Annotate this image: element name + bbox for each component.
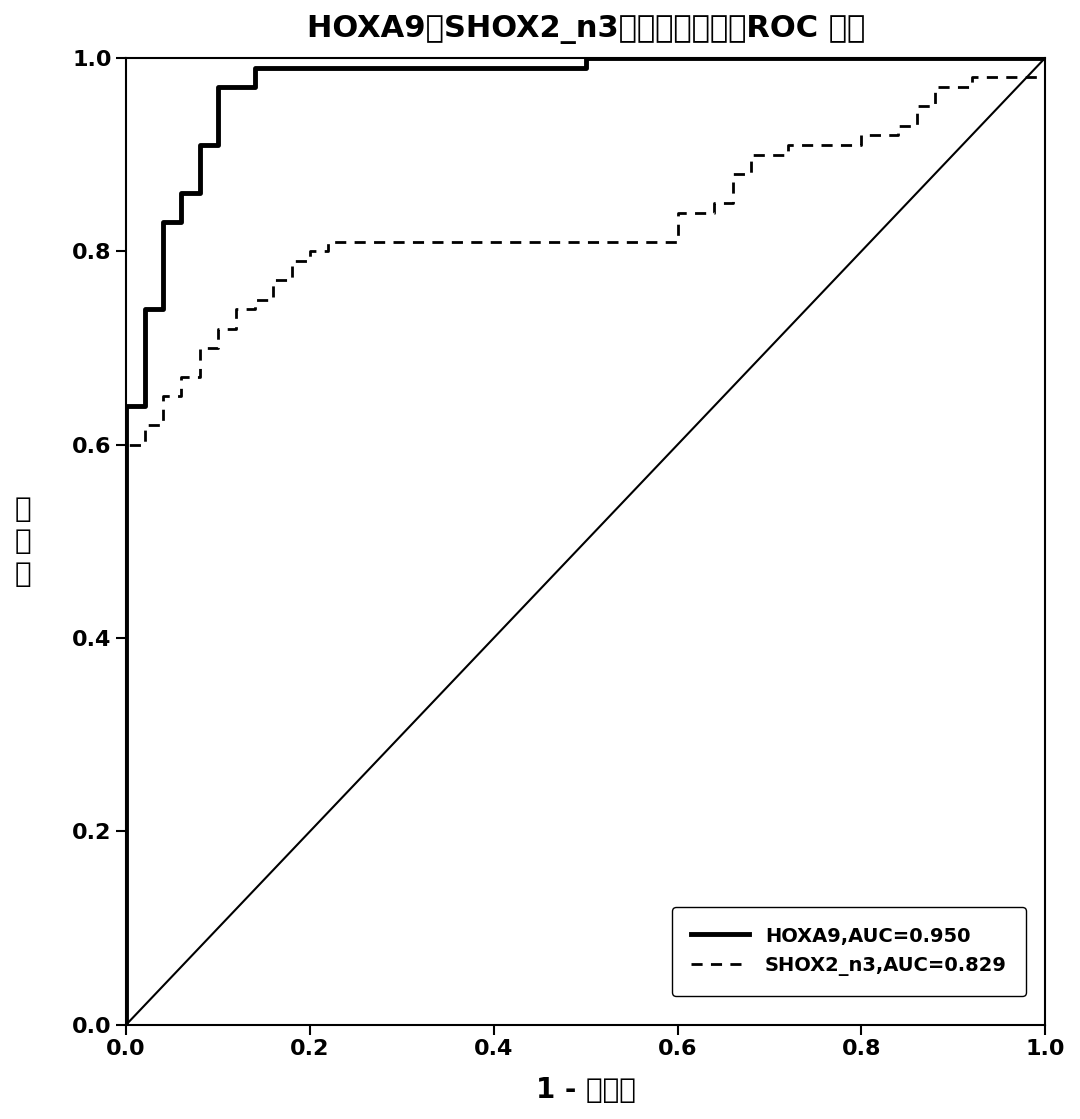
SHOX2_n3,AUC=0.829	[855, 129, 868, 142]
Line: HOXA9,AUC=0.950: HOXA9,AUC=0.950	[126, 58, 1045, 1025]
SHOX2_n3,AUC=0.829	[138, 438, 151, 451]
HOXA9,AUC=0.950	[248, 81, 261, 94]
SHOX2_n3,AUC=0.829	[910, 100, 923, 113]
SHOX2_n3,AUC=0.829	[892, 129, 905, 142]
Title: HOXA9和SHOX2_n3在痰液中检测的ROC 曲线: HOXA9和SHOX2_n3在痰液中检测的ROC 曲线	[307, 15, 865, 44]
SHOX2_n3,AUC=0.829	[303, 254, 316, 267]
HOXA9,AUC=0.950	[138, 399, 151, 413]
SHOX2_n3,AUC=0.829	[267, 293, 280, 307]
HOXA9,AUC=0.950	[579, 60, 592, 74]
HOXA9,AUC=0.950	[120, 1018, 133, 1032]
SHOX2_n3,AUC=0.829	[579, 235, 592, 248]
SHOX2_n3,AUC=0.829	[322, 245, 335, 258]
HOXA9,AUC=0.950	[120, 544, 133, 557]
HOXA9,AUC=0.950	[1039, 51, 1052, 65]
SHOX2_n3,AUC=0.829	[671, 235, 684, 248]
SHOX2_n3,AUC=0.829	[175, 370, 188, 384]
HOXA9,AUC=0.950	[212, 138, 225, 151]
SHOX2_n3,AUC=0.829	[855, 138, 868, 151]
SHOX2_n3,AUC=0.829	[929, 100, 942, 113]
HOXA9,AUC=0.950	[248, 60, 261, 74]
SHOX2_n3,AUC=0.829	[267, 273, 280, 286]
HOXA9,AUC=0.950	[157, 216, 170, 229]
SHOX2_n3,AUC=0.829	[966, 70, 978, 84]
SHOX2_n3,AUC=0.829	[579, 235, 592, 248]
SHOX2_n3,AUC=0.829	[1039, 70, 1052, 84]
HOXA9,AUC=0.950	[193, 138, 206, 151]
HOXA9,AUC=0.950	[193, 187, 206, 200]
SHOX2_n3,AUC=0.829	[744, 167, 757, 180]
SHOX2_n3,AUC=0.829	[248, 293, 261, 307]
SHOX2_n3,AUC=0.829	[744, 148, 757, 161]
HOXA9,AUC=0.950	[175, 216, 188, 229]
SHOX2_n3,AUC=0.829	[892, 119, 905, 132]
HOXA9,AUC=0.950	[175, 187, 188, 200]
HOXA9,AUC=0.950	[579, 51, 592, 65]
SHOX2_n3,AUC=0.829	[782, 138, 795, 151]
SHOX2_n3,AUC=0.829	[285, 273, 298, 286]
SHOX2_n3,AUC=0.829	[322, 235, 335, 248]
SHOX2_n3,AUC=0.829	[782, 148, 795, 161]
SHOX2_n3,AUC=0.829	[707, 206, 720, 219]
SHOX2_n3,AUC=0.829	[966, 81, 978, 94]
SHOX2_n3,AUC=0.829	[303, 245, 316, 258]
Y-axis label: 敏
感
度: 敏 感 度	[15, 495, 31, 587]
SHOX2_n3,AUC=0.829	[193, 370, 206, 384]
SHOX2_n3,AUC=0.829	[157, 419, 170, 432]
HOXA9,AUC=0.950	[138, 302, 151, 316]
SHOX2_n3,AUC=0.829	[910, 119, 923, 132]
SHOX2_n3,AUC=0.829	[120, 1018, 133, 1032]
SHOX2_n3,AUC=0.829	[248, 302, 261, 316]
SHOX2_n3,AUC=0.829	[157, 389, 170, 403]
SHOX2_n3,AUC=0.829	[726, 167, 739, 180]
SHOX2_n3,AUC=0.829	[138, 419, 151, 432]
Line: SHOX2_n3,AUC=0.829: SHOX2_n3,AUC=0.829	[126, 77, 1045, 1025]
SHOX2_n3,AUC=0.829	[175, 389, 188, 403]
X-axis label: 1 - 特异性: 1 - 特异性	[536, 1076, 636, 1104]
SHOX2_n3,AUC=0.829	[671, 206, 684, 219]
HOXA9,AUC=0.950	[120, 399, 133, 413]
SHOX2_n3,AUC=0.829	[120, 438, 133, 451]
SHOX2_n3,AUC=0.829	[212, 341, 225, 355]
HOXA9,AUC=0.950	[157, 302, 170, 316]
SHOX2_n3,AUC=0.829	[212, 322, 225, 336]
SHOX2_n3,AUC=0.829	[707, 196, 720, 209]
SHOX2_n3,AUC=0.829	[230, 322, 243, 336]
Legend: HOXA9,AUC=0.950, SHOX2_n3,AUC=0.829: HOXA9,AUC=0.950, SHOX2_n3,AUC=0.829	[672, 908, 1026, 996]
HOXA9,AUC=0.950	[212, 81, 225, 94]
SHOX2_n3,AUC=0.829	[285, 254, 298, 267]
SHOX2_n3,AUC=0.829	[230, 302, 243, 316]
SHOX2_n3,AUC=0.829	[193, 341, 206, 355]
SHOX2_n3,AUC=0.829	[929, 81, 942, 94]
SHOX2_n3,AUC=0.829	[726, 196, 739, 209]
